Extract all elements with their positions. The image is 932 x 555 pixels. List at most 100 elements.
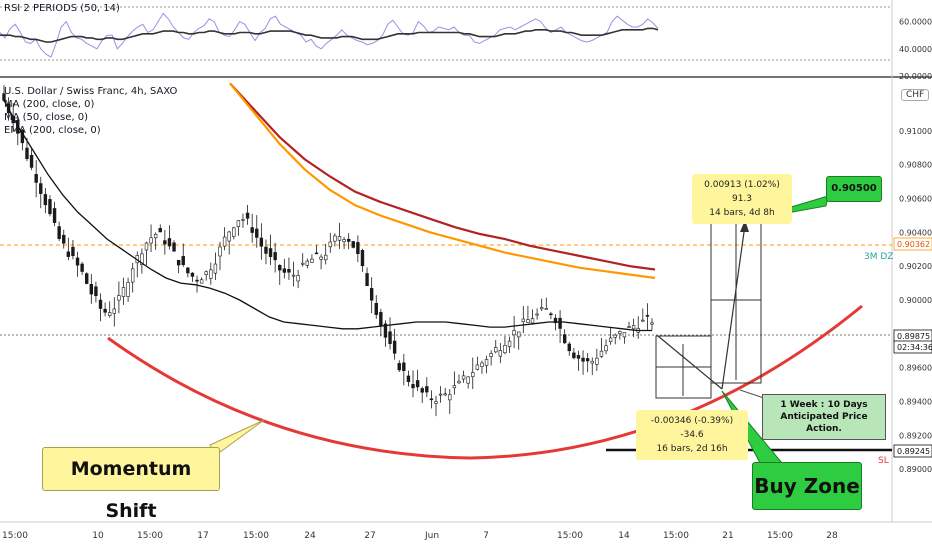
price-tag-text: 0.90362	[897, 240, 930, 249]
candle-body	[494, 347, 498, 353]
candle-body	[98, 299, 103, 309]
anticipated-note: 1 Week : 10 Days Anticipated Price Actio…	[762, 394, 886, 440]
legend-ma50: MA (50, close, 0)	[4, 112, 89, 123]
candle-body	[80, 263, 84, 272]
candle-body	[434, 401, 438, 404]
rsi-series-line	[0, 27, 659, 43]
currency-badge[interactable]: CHF	[901, 89, 930, 101]
candle-body	[585, 358, 590, 362]
x-tick-label: 10	[92, 531, 104, 541]
candle-body	[346, 238, 351, 242]
y-tick-label: 0.90400	[899, 228, 932, 237]
candle-body	[186, 267, 190, 274]
candle-body	[388, 331, 392, 345]
candle-body	[181, 256, 185, 266]
candle-body	[645, 315, 650, 317]
x-axis-ticks: 15:00 10 15:00 17 15:00 24 27 Jun 7 15:00 14 15:00 2…	[2, 531, 838, 541]
up-measure-line1: 0.00913 (1.02%) 91.3	[704, 180, 780, 204]
y-tick-label: 0.90000	[899, 296, 932, 305]
rsi-panel-frame	[0, 0, 892, 76]
projection-arrow-head	[740, 220, 749, 232]
candle-body	[383, 323, 388, 338]
candle-body	[250, 227, 254, 233]
candle-body	[595, 357, 599, 365]
down-measure-line1: -0.00346 (-0.39%) -34.6	[650, 416, 734, 440]
buy-zone-label: Buy Zone	[752, 462, 862, 510]
y-tick-label: 0.90600	[899, 194, 932, 203]
candle-body	[360, 250, 365, 267]
candle-body	[195, 279, 199, 282]
x-tick-label: 28	[826, 531, 838, 541]
x-tick-label: 15:00	[2, 531, 28, 541]
candle-body	[369, 288, 374, 301]
candle-body	[130, 268, 135, 283]
candle-body	[461, 375, 466, 380]
target-callout: 0.90500	[826, 176, 882, 202]
candle-body	[599, 350, 604, 357]
sl-label: SL	[878, 456, 889, 466]
candle-body	[85, 273, 89, 284]
momentum-arc	[107, 304, 863, 460]
candle-body	[457, 380, 461, 384]
candle-body	[333, 235, 337, 242]
note-line2: Anticipated Price Action.	[780, 412, 868, 434]
candle-body	[57, 226, 61, 239]
candle-body	[443, 393, 447, 396]
candle-body	[29, 154, 34, 168]
dz-label: 3M DZ	[864, 252, 894, 262]
candle-body	[397, 363, 401, 371]
x-tick-label: 24	[304, 531, 316, 541]
candle-body	[512, 330, 516, 336]
candle-body	[553, 317, 558, 324]
price-tag-text: 0.89875	[897, 332, 930, 341]
candle-body	[503, 345, 507, 354]
x-tick-label: 21	[722, 531, 733, 541]
candle-body	[484, 359, 489, 366]
candle-body	[71, 246, 75, 257]
candle-body	[498, 350, 503, 357]
candle-body	[604, 345, 608, 352]
note-line1: 1 Week : 10 Days	[780, 400, 868, 410]
ma-line	[229, 82, 656, 271]
candle-body	[631, 325, 636, 330]
y-tick-label: 0.90800	[899, 161, 932, 170]
candle-body	[25, 147, 29, 159]
x-tick-label: 15:00	[767, 531, 793, 541]
down-measure-line2: 16 bars, 2d 16h	[656, 444, 728, 454]
candle-body	[268, 248, 273, 257]
price-tag-text: 02:34:36	[897, 343, 932, 352]
candle-body	[406, 375, 411, 382]
candle-body	[163, 240, 167, 245]
x-tick-label: 15:00	[243, 531, 269, 541]
candle-body	[121, 287, 126, 297]
candle-body	[149, 237, 153, 244]
candle-body	[94, 286, 98, 296]
candle-body	[471, 372, 475, 377]
candle-body	[66, 251, 71, 257]
candle-body	[540, 307, 544, 310]
candle-body	[356, 242, 360, 255]
candle-body	[365, 273, 369, 286]
candle-body	[144, 242, 149, 251]
candle-body	[425, 386, 429, 393]
rsi-y-axis-ticks: 60.0000 40.0000 20.0000	[899, 18, 932, 81]
candle-body	[402, 362, 406, 371]
candle-body	[415, 380, 420, 388]
candle-body	[218, 246, 222, 257]
candle-body	[622, 332, 627, 338]
candles	[2, 85, 654, 417]
y-tick-label: 0.91000	[899, 127, 932, 136]
x-tick-label: Jun	[424, 531, 439, 541]
candle-body	[282, 268, 287, 273]
candle-body	[562, 334, 567, 344]
candle-body	[608, 337, 613, 343]
candle-body	[581, 357, 585, 362]
candle-body	[572, 352, 576, 359]
candle-body	[526, 319, 530, 323]
x-tick-label: 15:00	[137, 531, 163, 541]
candle-body	[613, 334, 617, 338]
candle-body	[89, 284, 94, 295]
candle-body	[314, 252, 319, 255]
candle-body	[466, 376, 470, 384]
candle-body	[204, 271, 208, 275]
